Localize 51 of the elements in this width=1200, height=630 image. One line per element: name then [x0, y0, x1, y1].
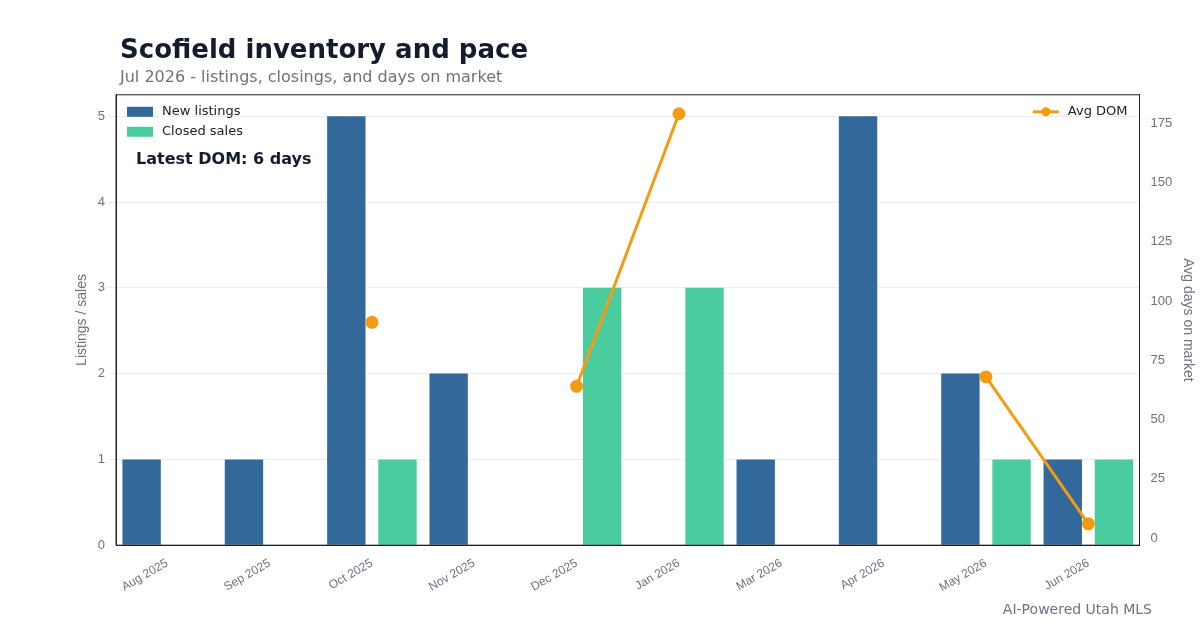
- x-tick-label: Dec 2025: [528, 555, 581, 594]
- y-tick-label: 2: [97, 365, 106, 381]
- y2-tick-label: 0: [1150, 529, 1158, 545]
- bar: [1043, 459, 1082, 545]
- bar: [429, 373, 468, 545]
- y2-tick-label: 125: [1150, 233, 1173, 249]
- chart-subtitle: Jul 2026 - listings, closings, and days on market: [120, 67, 503, 86]
- y-tick-label: 1: [97, 450, 106, 466]
- annotation: Latest DOM: 6 days: [136, 148, 312, 168]
- bar: [992, 459, 1031, 545]
- y2-tick-label: 100: [1150, 292, 1173, 308]
- bar: [941, 373, 980, 545]
- x-tick-label: Apr 2026: [837, 555, 888, 593]
- y2-tick-label: 150: [1150, 174, 1173, 190]
- point: [672, 107, 686, 121]
- y-tick-label: 5: [97, 107, 106, 123]
- x-tick-label: Jan 2026: [632, 555, 683, 593]
- x-tick-label: Jun 2026: [1041, 555, 1092, 593]
- point: [365, 315, 379, 329]
- y-axis-title: Listings / sales: [73, 274, 90, 366]
- x-tick-label: May 2026: [936, 555, 990, 595]
- x-tick-label: Aug 2025: [118, 555, 171, 594]
- chart-title: Scofield inventory and pace: [120, 34, 529, 64]
- y-tick-label: 3: [97, 279, 106, 295]
- point: [1081, 517, 1095, 531]
- y-tick-label: 4: [97, 193, 106, 209]
- y2-tick-label: 50: [1150, 411, 1165, 427]
- legend-label: Closed sales: [162, 123, 244, 139]
- bar: [1094, 459, 1134, 545]
- legend-label: Avg DOM: [1067, 103, 1128, 119]
- y2-tick-label: 175: [1150, 114, 1173, 130]
- x-tick-label: Sep 2025: [221, 555, 273, 594]
- y2-tick-label: 75: [1150, 351, 1165, 367]
- x-tick-label: Oct 2025: [325, 555, 376, 593]
- text: AI-Powered Utah MLS: [1002, 601, 1152, 617]
- bar: [582, 287, 622, 545]
- bar: [685, 287, 724, 545]
- y2-axis-title: Avg days on market: [1180, 258, 1197, 382]
- bar: [838, 116, 878, 545]
- bar: [736, 459, 775, 545]
- y2-tick-label: 25: [1150, 470, 1165, 486]
- legend-label: New listings: [162, 103, 241, 119]
- bar: [122, 459, 161, 545]
- x-tick-label: Nov 2025: [425, 555, 478, 594]
- x-tick-label: Mar 2026: [733, 555, 785, 594]
- point: [570, 379, 584, 393]
- bar: [224, 459, 264, 545]
- bar: [327, 116, 366, 545]
- y-tick-label: 0: [97, 536, 106, 552]
- bar: [378, 459, 417, 545]
- point: [979, 370, 993, 384]
